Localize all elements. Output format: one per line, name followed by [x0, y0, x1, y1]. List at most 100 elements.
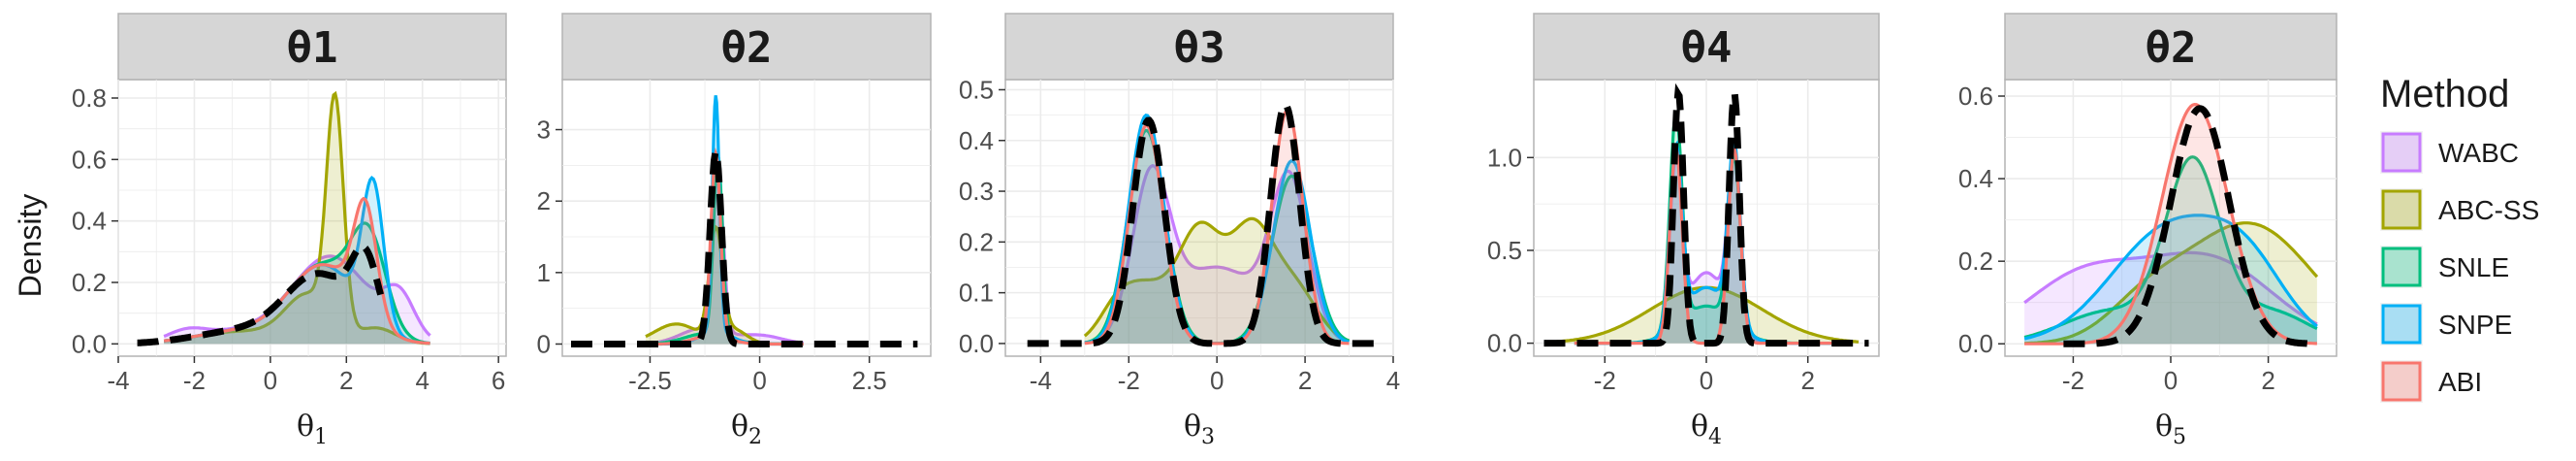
x-tick-label: 4 — [415, 366, 429, 395]
x-tick-label: 0 — [264, 366, 277, 395]
legend-item-wabc: WABC — [2380, 131, 2519, 174]
legend-label: ABC-SS — [2438, 195, 2539, 225]
legend: Method WABC ABC-SS SNLE SNPE ABI — [2380, 73, 2539, 403]
facet-strip-label: θ1 — [287, 23, 338, 73]
y-tick-label: 0 — [537, 329, 551, 358]
y-tick-label: 0.4 — [72, 207, 107, 236]
density-area-abi — [2024, 104, 2317, 345]
legend-label: SNPE — [2438, 310, 2512, 340]
density-line-snpe — [2023, 214, 2318, 341]
x-tick-label: 2 — [2261, 366, 2274, 395]
legend-swatch — [2381, 247, 2422, 287]
density-area-abc-ss — [2024, 222, 2317, 345]
x-tick-label: 0 — [2164, 366, 2178, 395]
legend-item-snle: SNLE — [2380, 246, 2509, 288]
y-tick-label: 0.3 — [959, 177, 994, 206]
legend-key-background — [2380, 246, 2423, 288]
x-axis-title: θ5 — [2155, 410, 2186, 449]
y-tick-label: 3 — [537, 115, 551, 145]
density-snpe — [2023, 214, 2318, 345]
facet-strip-label: θ2 — [2146, 23, 2197, 73]
legend-swatch — [2381, 361, 2422, 402]
density-abc-ss — [2024, 221, 2319, 346]
legend-key-background — [2380, 303, 2423, 346]
facet-strip — [561, 13, 932, 81]
y-tick-label: 0.6 — [1958, 82, 1993, 111]
density-area-abc-ss — [1084, 218, 1350, 344]
facet-strip — [1004, 13, 1394, 81]
density-area-wabc — [1084, 165, 1350, 344]
panel-2: θ2 -2.5 0 2.5 0 1 2 3 θ2 — [537, 13, 932, 449]
facet-strip-label: θ4 — [1681, 23, 1733, 73]
density-area-wabc — [164, 255, 430, 345]
legend-item-abc-ss: ABC-SS — [2380, 188, 2539, 231]
density-area-snpe — [2024, 214, 2317, 345]
panel-4: θ4 -2 0 2 0.0 0.5 1.0 θ4 — [1487, 13, 1880, 449]
x-tick-label: 6 — [492, 366, 505, 395]
reference-density-line — [2063, 105, 2318, 347]
legend-swatch — [2381, 189, 2422, 230]
y-tick-label: 0.0 — [1487, 329, 1522, 358]
x-tick-label: 2 — [1298, 366, 1312, 395]
y-tick-label: 0.2 — [959, 227, 994, 256]
x-axis-title: θ3 — [1184, 410, 1215, 449]
legend-item-snpe: SNPE — [2380, 303, 2512, 346]
y-tick-label: 0.0 — [72, 329, 107, 358]
y-tick-label: 0.0 — [1958, 329, 1993, 358]
density-line-wabc — [2023, 250, 2318, 326]
x-tick-label: 2 — [339, 366, 353, 395]
y-tick-label: 0.0 — [959, 329, 994, 358]
y-tick-label: 0.2 — [72, 268, 107, 297]
reference-density-line — [1027, 100, 1376, 347]
density-line-abc-ss — [2024, 221, 2319, 346]
panel-3: θ3 -4 -2 0 2 4 0.0 0.1 0.2 0.3 0.4 0.5 θ3 — [959, 13, 1400, 449]
panel-1: θ1 -4 -2 0 2 4 6 0.0 0.2 0.4 0.6 0.8 θ1 — [72, 13, 507, 449]
x-axis-title: θ2 — [731, 410, 762, 449]
y-tick-label: 0.2 — [1958, 247, 1993, 276]
facet-strip-label: θ3 — [1174, 23, 1225, 73]
reference-density-line — [137, 243, 384, 346]
legend-label: SNLE — [2438, 252, 2509, 282]
x-tick-label: 0 — [1210, 366, 1224, 395]
y-tick-label: 2 — [537, 186, 551, 215]
facet-panels: θ1 -4 -2 0 2 4 6 0.0 0.2 0.4 0.6 0.8 θ1 θ2 -2.5 0 2.5 0 1 2… — [72, 13, 2337, 449]
x-tick-label: 2.5 — [852, 366, 887, 395]
x-tick-label: -2 — [2062, 366, 2084, 395]
reference-density-line — [571, 140, 918, 347]
x-tick-label: -2 — [1594, 366, 1616, 395]
y-tick-label: 0.8 — [72, 83, 107, 113]
x-tick-label: 0 — [1700, 366, 1713, 395]
y-tick-label: 0.4 — [959, 126, 994, 155]
panel-background — [561, 79, 932, 357]
legend-items: WABC ABC-SS SNLE SNPE ABI — [2380, 131, 2539, 403]
legend-label: ABI — [2438, 367, 2482, 397]
density-area-snpe — [1084, 115, 1350, 344]
y-tick-label: 0.5 — [959, 75, 994, 104]
x-tick-label: -2 — [1118, 366, 1140, 395]
legend-label: WABC — [2438, 138, 2519, 168]
y-tick-label: 0.6 — [72, 145, 107, 174]
x-axis-title: θ1 — [297, 410, 328, 449]
x-tick-label: 0 — [752, 366, 766, 395]
density-area-abi — [164, 198, 430, 345]
gridlines — [117, 80, 506, 356]
y-tick-label: 1 — [537, 258, 551, 287]
facet-strip-label: θ2 — [721, 23, 773, 73]
y-tick-label: 0.5 — [1487, 236, 1522, 265]
density-area-wabc — [1574, 148, 1839, 344]
facet-strip — [117, 13, 507, 81]
density-abc-ss — [1083, 216, 1351, 344]
legend-key-background — [2380, 188, 2423, 231]
density-area-abi — [1084, 110, 1350, 344]
y-tick-label: 0.4 — [1958, 164, 1993, 193]
y-axis-title: Density — [13, 194, 48, 298]
density-area-snpe — [1574, 140, 1839, 344]
panel-background — [117, 79, 507, 357]
x-tick-label: -2.5 — [628, 366, 672, 395]
legend-swatch — [2381, 304, 2422, 345]
legend-key-background — [2380, 360, 2423, 403]
y-tick-label: 0.1 — [959, 279, 994, 308]
x-tick-label: -2 — [183, 366, 206, 395]
y-tick-label: 1.0 — [1487, 143, 1522, 172]
